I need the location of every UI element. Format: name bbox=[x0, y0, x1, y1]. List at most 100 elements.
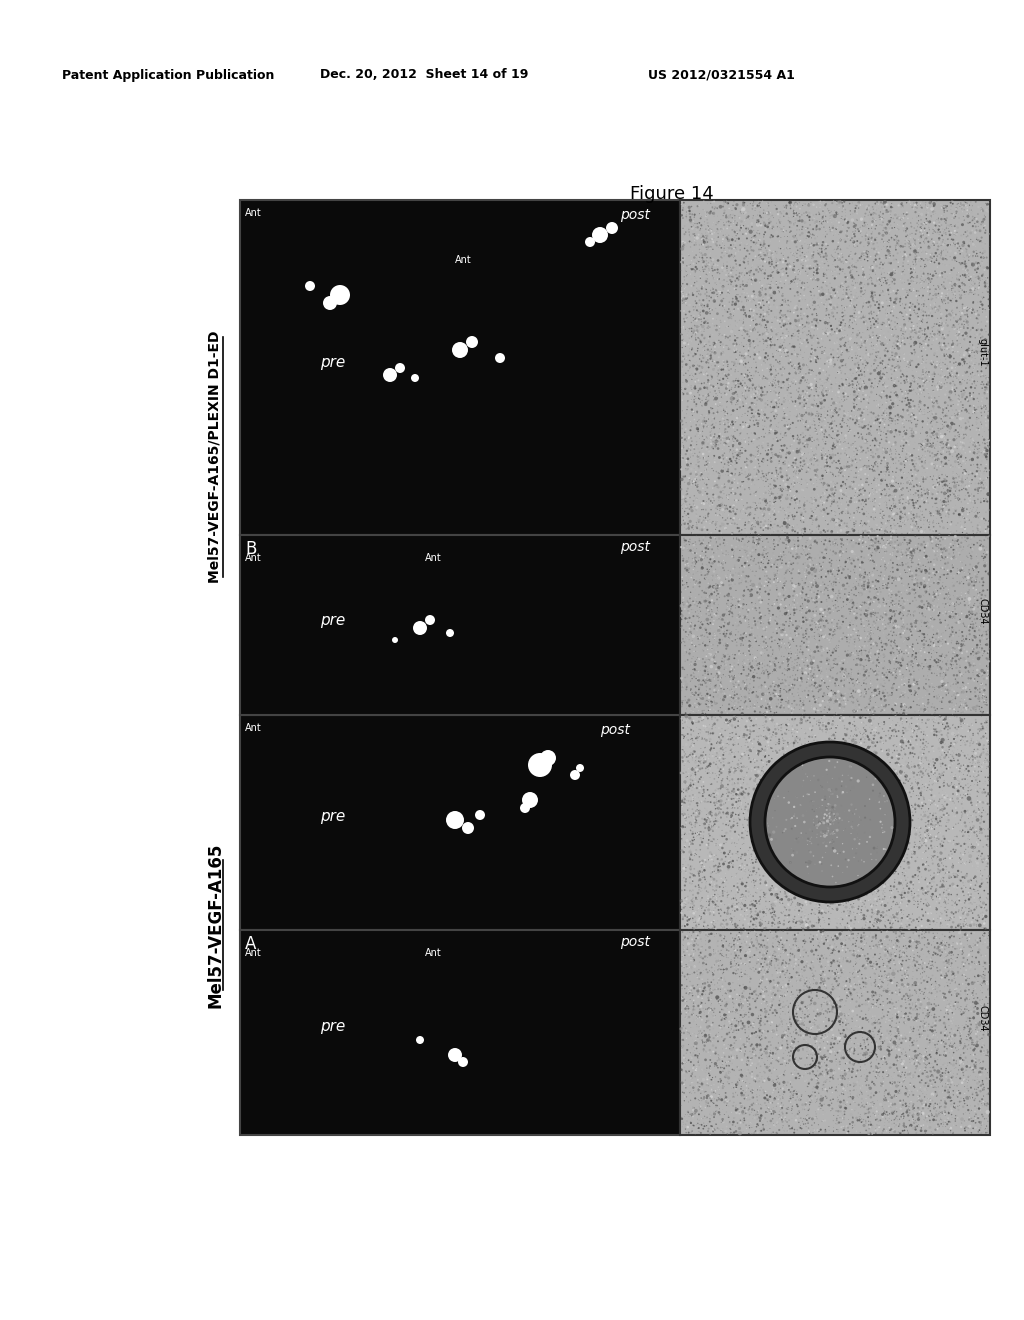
Point bbox=[889, 354, 905, 375]
Point bbox=[975, 904, 991, 925]
Point bbox=[926, 792, 942, 813]
Point bbox=[818, 205, 835, 226]
Point bbox=[942, 735, 958, 756]
Point bbox=[887, 861, 903, 882]
Point bbox=[980, 337, 996, 358]
Point bbox=[690, 700, 707, 721]
Point bbox=[848, 719, 864, 741]
Point bbox=[692, 422, 709, 444]
Point bbox=[938, 706, 954, 727]
Point bbox=[845, 1106, 861, 1127]
Point bbox=[713, 496, 729, 517]
Point bbox=[972, 744, 988, 766]
Point bbox=[777, 389, 794, 411]
Point bbox=[972, 616, 988, 638]
Point bbox=[922, 327, 938, 348]
Point bbox=[843, 710, 859, 731]
Point bbox=[871, 595, 888, 616]
Point bbox=[826, 639, 843, 660]
Point bbox=[724, 626, 740, 647]
Point bbox=[853, 416, 869, 437]
Point bbox=[729, 873, 745, 894]
Point bbox=[770, 883, 786, 904]
Point bbox=[759, 718, 775, 739]
Point bbox=[952, 1048, 969, 1069]
Point bbox=[804, 243, 820, 264]
Point bbox=[860, 549, 877, 570]
Point bbox=[845, 700, 861, 721]
Point bbox=[860, 498, 877, 519]
Point bbox=[901, 1121, 918, 1142]
Point bbox=[858, 470, 874, 491]
Point bbox=[707, 834, 723, 855]
Point bbox=[870, 887, 887, 908]
Point bbox=[839, 388, 855, 409]
Point bbox=[934, 1104, 950, 1125]
Point bbox=[848, 1063, 864, 1084]
Point bbox=[764, 334, 780, 355]
Point bbox=[793, 696, 809, 717]
Point bbox=[871, 913, 888, 935]
Point bbox=[702, 829, 719, 850]
Point bbox=[927, 845, 943, 866]
Point bbox=[836, 308, 852, 329]
Point bbox=[970, 467, 986, 488]
Point bbox=[934, 240, 950, 261]
Point bbox=[680, 928, 696, 949]
Point bbox=[778, 719, 795, 741]
Point bbox=[969, 363, 985, 384]
Point bbox=[961, 884, 977, 906]
Point bbox=[797, 722, 813, 743]
Point bbox=[940, 438, 956, 459]
Point bbox=[911, 1063, 928, 1084]
Point bbox=[978, 442, 994, 463]
Point bbox=[766, 572, 782, 593]
Point bbox=[953, 381, 970, 403]
Point bbox=[682, 896, 698, 917]
Point bbox=[765, 653, 781, 675]
Point bbox=[825, 1059, 842, 1080]
Point bbox=[978, 781, 994, 803]
Point bbox=[962, 928, 978, 949]
Point bbox=[905, 841, 922, 862]
Point bbox=[830, 1121, 847, 1142]
Point bbox=[864, 803, 881, 824]
Point bbox=[757, 570, 773, 591]
Point bbox=[720, 273, 736, 294]
Point bbox=[933, 1049, 949, 1071]
Point bbox=[736, 630, 753, 651]
Point bbox=[689, 508, 706, 529]
Point bbox=[866, 391, 883, 412]
Point bbox=[969, 970, 985, 991]
Point bbox=[804, 520, 820, 541]
Point bbox=[877, 469, 893, 490]
Point bbox=[719, 451, 735, 473]
Point bbox=[726, 950, 742, 972]
Point bbox=[735, 643, 752, 664]
Point bbox=[892, 537, 908, 558]
Point bbox=[775, 498, 792, 519]
Point bbox=[944, 1067, 961, 1088]
Point bbox=[860, 378, 877, 399]
Point bbox=[899, 1094, 915, 1115]
Point bbox=[881, 781, 897, 803]
Point bbox=[930, 264, 946, 285]
Point bbox=[959, 536, 976, 557]
Point bbox=[717, 657, 733, 678]
Point bbox=[880, 455, 896, 477]
Point bbox=[743, 422, 760, 444]
Point bbox=[752, 432, 768, 453]
Point bbox=[815, 492, 831, 513]
Point bbox=[958, 231, 975, 252]
Point bbox=[795, 1065, 811, 1086]
Point bbox=[702, 1076, 719, 1097]
Point bbox=[963, 293, 979, 314]
Point bbox=[907, 268, 924, 289]
Point bbox=[721, 436, 737, 457]
Point bbox=[907, 478, 924, 499]
Point bbox=[903, 626, 920, 647]
Point bbox=[816, 191, 833, 213]
Point bbox=[894, 602, 910, 623]
Point bbox=[919, 946, 935, 968]
Point bbox=[925, 1092, 941, 1113]
